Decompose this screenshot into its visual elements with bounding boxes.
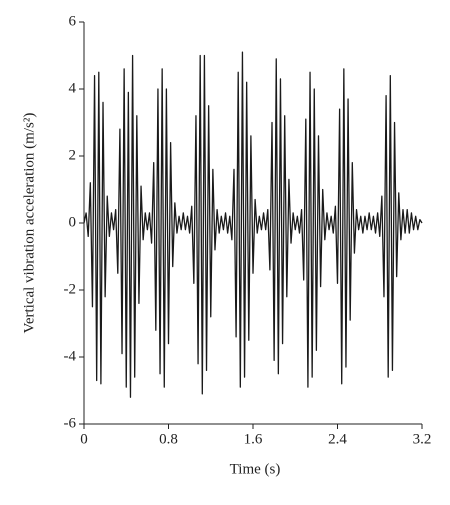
y-tick-label: -4 bbox=[64, 348, 77, 364]
x-tick-label: 0 bbox=[80, 431, 88, 447]
signal-line bbox=[83, 51, 423, 398]
x-tick-label: 2.4 bbox=[328, 431, 347, 447]
y-tick-label: 6 bbox=[69, 13, 77, 29]
y-tick-label: -2 bbox=[64, 281, 77, 297]
y-tick-label: 4 bbox=[69, 80, 77, 96]
y-axis-label: Vertical vibration acceleration (m/s²) bbox=[21, 113, 37, 334]
y-tick-label: 2 bbox=[69, 147, 77, 163]
x-tick-label: 0.8 bbox=[159, 431, 178, 447]
x-tick-label: 3.2 bbox=[413, 431, 432, 447]
x-axis-label: Time (s) bbox=[230, 461, 281, 477]
y-tick-label: 0 bbox=[69, 214, 77, 230]
x-tick-label: 1.6 bbox=[244, 431, 263, 447]
y-tick-label: -6 bbox=[64, 415, 77, 431]
